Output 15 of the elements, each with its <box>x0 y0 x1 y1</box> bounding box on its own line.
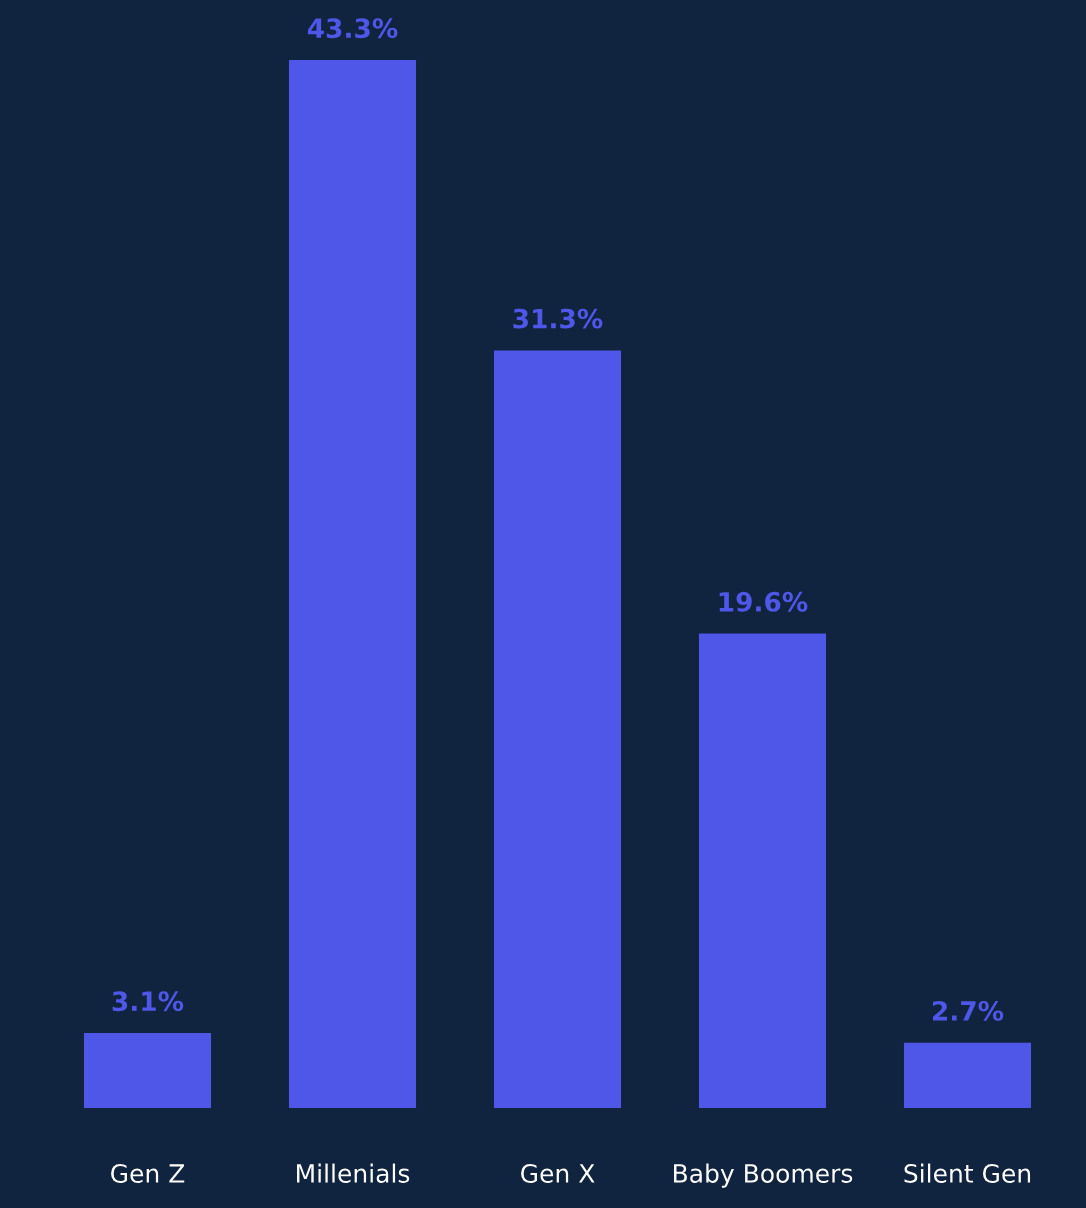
data-label: 3.1% <box>112 991 184 1012</box>
data-label: 31.3% <box>513 308 603 329</box>
x-tick-label: Millenials <box>297 1163 410 1183</box>
bar <box>903 1042 1032 1108</box>
bar <box>493 350 622 1108</box>
x-tick-label: Gen X <box>521 1164 595 1183</box>
x-tick-label: Baby Boomers <box>674 1163 853 1188</box>
bar <box>698 633 827 1108</box>
data-label: 43.3% <box>307 18 398 39</box>
bar <box>83 1032 212 1108</box>
data-label: 2.7% <box>932 1000 1004 1021</box>
x-tick-label: Gen Z <box>111 1164 185 1183</box>
data-label: 19.6% <box>719 591 808 612</box>
bar <box>288 59 417 1108</box>
x-tick-label: Silent Gen <box>904 1163 1031 1183</box>
